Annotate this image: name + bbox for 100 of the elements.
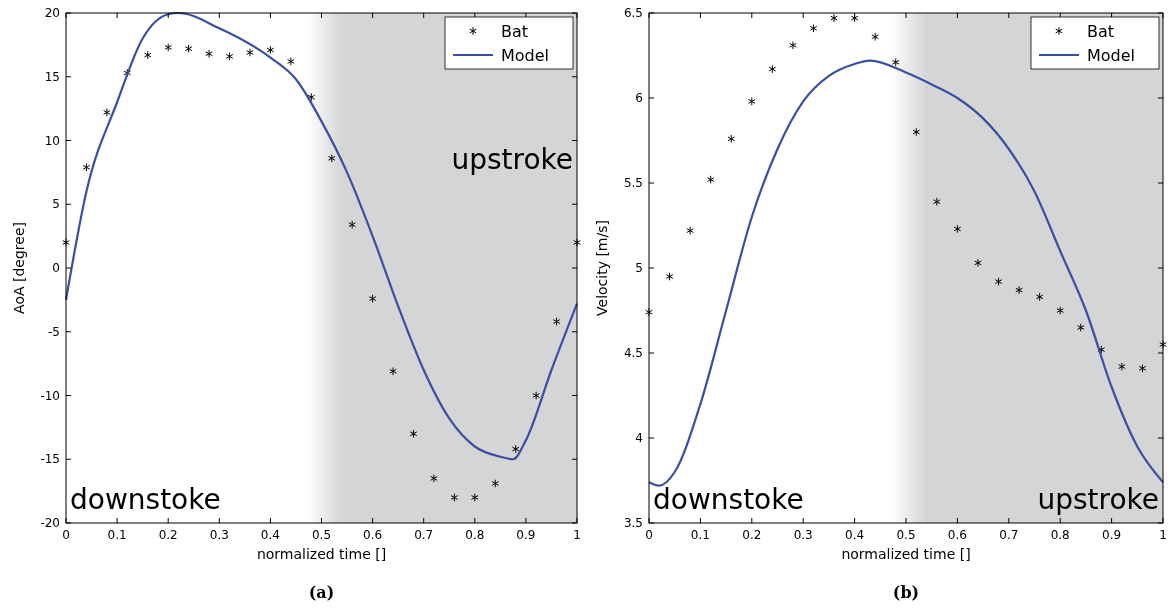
point [994,277,1003,286]
text: (a) [308,583,335,602]
y-axis-title: Velocity [m/s] [594,220,610,316]
x-tick-label: 0.1 [107,528,127,542]
point [768,64,777,74]
x-tick-label: 0.3 [793,528,813,542]
point [809,24,818,33]
x-tick-label: 0.6 [363,528,383,542]
y-tick-label: 4.5 [623,346,643,361]
x-tick-label: 0.4 [845,528,865,542]
point [491,479,500,488]
point [1097,345,1106,354]
y-tick-label: 5 [635,261,643,276]
point [327,154,336,163]
point [450,493,459,502]
point [552,317,561,326]
x-tick-label: 0.2 [742,528,762,542]
y-tick-label: -10 [40,388,60,403]
x-tick-label: 1 [1159,528,1167,542]
y-tick-label: 3.5 [623,516,643,531]
point [532,391,540,400]
point [225,52,234,61]
point [1076,323,1085,332]
point [143,50,152,60]
point [727,134,736,144]
annotation: upstroke [451,143,573,176]
x-tick-label: 0.9 [516,528,536,542]
x-tick-label: 0.8 [1050,528,1070,542]
point [307,92,316,102]
x-axis-title: normalized time [] [841,546,971,562]
y-tick-label: 5 [52,197,60,212]
x-tick-label: 0.9 [1102,528,1122,542]
annotation: downstoke [653,483,804,516]
y-axis-title: AoA [degree] [11,222,27,314]
point [953,224,962,234]
x-tick-label: 0.8 [465,528,485,542]
x-tick-label: 0.1 [690,528,710,542]
y-tick-label: 15 [44,69,60,84]
point [62,238,70,247]
point [409,429,418,439]
x-tick-label: 0.6 [947,528,967,542]
x-tick-label: 0.2 [158,528,178,542]
point [471,493,479,502]
y-tick-label: -15 [40,452,60,467]
point [1015,285,1023,295]
point [748,97,756,106]
x-tick-label: 0.5 [896,528,916,542]
annotation: downstoke [70,483,221,516]
point [1159,340,1167,349]
x-tick-label: 0 [62,528,70,542]
point [1035,292,1044,302]
point [933,197,941,206]
point [850,13,859,23]
x-tick-label: 0.3 [209,528,229,542]
line-series [64,11,579,461]
point [974,258,982,268]
x-tick-label: 0.4 [260,528,280,542]
y-tick-label: 4 [635,431,643,446]
point [891,58,900,67]
legend-label: Model [501,45,550,65]
point [573,238,581,247]
y-tick-label: 0 [52,261,60,276]
point [789,41,797,50]
point [686,226,694,235]
x-axis-title: normalized time [] [256,546,387,562]
text: (b) [892,583,920,602]
point [205,49,213,59]
legend-label: Bat [1087,21,1115,41]
line-series [647,59,1165,487]
point [184,44,193,53]
annotation: upstroke [1037,483,1159,516]
point [1056,306,1064,315]
x-tick-label: 0.5 [311,528,332,542]
y-tick-label: 20 [44,6,60,21]
point [1118,362,1126,371]
legend-label: Model [1087,45,1136,65]
point [389,366,397,376]
y-tick-label: 5.5 [623,176,643,191]
point [1138,364,1147,373]
point [665,272,674,281]
point [246,48,254,57]
x-tick-label: 1 [573,528,581,542]
point [830,13,838,23]
point [871,32,879,42]
point [82,162,91,172]
y-tick-label: 6.5 [623,6,643,21]
y-tick-label: -20 [40,516,60,531]
point [348,220,356,229]
point [430,474,438,483]
point [123,68,132,78]
y-tick-label: -5 [48,324,60,339]
x-tick-label: 0 [645,528,653,542]
point [645,307,653,317]
point [912,127,921,137]
point [266,45,275,55]
point [368,294,377,303]
point [706,175,715,184]
point [287,57,295,66]
y-tick-label: 6 [635,91,643,106]
point [164,43,172,52]
